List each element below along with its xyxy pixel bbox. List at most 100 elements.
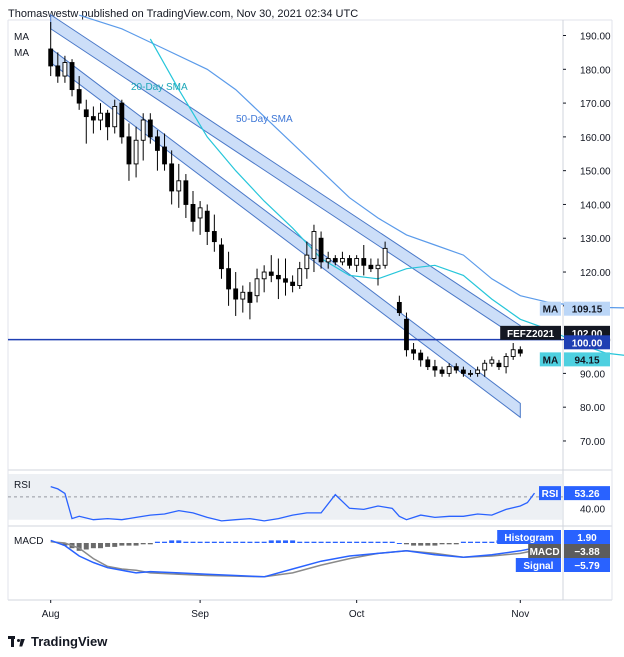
macd-tag-value: 1.90 <box>577 533 597 544</box>
macd-histogram-bar <box>418 543 424 546</box>
macd-title: MACD <box>14 536 43 547</box>
candle-body <box>169 163 175 192</box>
candle-body <box>204 210 210 232</box>
candle-body <box>240 291 246 300</box>
macd-histogram-bar <box>368 541 374 543</box>
price-tick-label: 150.00 <box>580 167 611 178</box>
candle-body <box>482 362 488 371</box>
candle-body <box>340 258 345 263</box>
candle-body <box>368 264 374 270</box>
brand-name: TradingView <box>31 634 108 649</box>
macd-histogram-bar <box>297 541 303 543</box>
annotation-20-day-sma: 20-Day SMA <box>131 82 188 93</box>
tradingview-logo-icon <box>8 635 26 648</box>
price-tick-label: 140.00 <box>580 200 611 211</box>
candle-body <box>411 349 416 354</box>
price-tick-label: 80.00 <box>580 403 605 414</box>
price-tick-label: 120.00 <box>580 268 611 279</box>
candle-body <box>211 231 217 243</box>
price-tag-name-box <box>500 325 561 340</box>
candle-body <box>147 119 153 138</box>
macd-histogram-bar <box>154 541 160 543</box>
macd-histogram-bar <box>375 541 381 543</box>
time-tick-label: Nov <box>511 609 529 620</box>
candle-body <box>382 247 388 266</box>
candle-body <box>475 369 481 374</box>
macd-histogram-bar <box>98 543 103 549</box>
macd-histogram-bar <box>162 541 168 543</box>
price-tag-value: 102.00 <box>572 329 603 340</box>
macd-histogram-bar <box>332 541 338 543</box>
price-tag-name: MA <box>543 355 559 366</box>
macd-tag-name: Histogram <box>504 533 554 544</box>
macd-histogram-bar <box>105 543 111 547</box>
price-tick-label: 160.00 <box>580 133 611 144</box>
macd-histogram-bar <box>389 541 395 543</box>
candle-body <box>325 258 331 263</box>
annotation-50-day-sma: 50-Day SMA <box>236 114 293 125</box>
macd-histogram-bar <box>261 541 267 543</box>
macd-histogram-bar <box>218 541 224 543</box>
publisher-line: Thomaswestw published on TradingView.com… <box>8 8 359 20</box>
candle-body <box>354 258 360 266</box>
legend-ma-1: MA <box>14 32 29 43</box>
candle-body <box>517 349 523 354</box>
macd-tag-name: MACD <box>530 547 560 558</box>
macd-histogram-bar <box>361 541 367 543</box>
macd-tag-value: −5.79 <box>574 561 600 572</box>
rsi-tick-label: 40.00 <box>580 504 605 515</box>
candle-body <box>119 102 125 138</box>
macd-histogram-bar <box>197 541 203 543</box>
candle-body <box>261 271 267 280</box>
candle-body <box>69 62 75 91</box>
candle-body <box>48 48 54 67</box>
candle-body <box>126 136 132 165</box>
macd-histogram-bar <box>403 543 409 545</box>
rsi-title: RSI <box>14 480 31 491</box>
rsi-name-box <box>539 486 561 501</box>
candle-body <box>275 274 281 280</box>
macd-histogram-bar <box>304 541 310 543</box>
price-tag-value: 100.00 <box>572 338 603 349</box>
price-tick-label: 190.00 <box>580 32 611 43</box>
macd-name-box <box>497 530 561 544</box>
legend-ma-2: MA <box>14 48 29 59</box>
candle-body <box>332 258 338 263</box>
macd-histogram-bar <box>83 543 89 550</box>
macd-histogram-bar <box>325 541 331 543</box>
macd-histogram-bar <box>354 541 360 543</box>
time-tick-label: Aug <box>42 609 60 620</box>
macd-histogram-bar <box>76 543 82 551</box>
macd-histogram-bar <box>268 540 274 543</box>
price-tick-label: 130.00 <box>580 234 611 245</box>
price-tag-name: FEFZ2021 <box>507 329 555 340</box>
candle-body <box>297 268 303 286</box>
candle-body <box>446 366 452 374</box>
candle-body <box>489 359 495 364</box>
candle-body <box>197 207 203 219</box>
price-tag-value-box <box>564 352 610 367</box>
price-tag-value: 94.15 <box>574 355 599 366</box>
signal-line <box>50 540 535 578</box>
macd-histogram-bar <box>169 540 175 543</box>
macd-histogram-bar <box>432 543 438 546</box>
time-tick-label: Oct <box>349 609 365 620</box>
macd-line <box>50 539 535 578</box>
candle-body <box>503 356 509 368</box>
price-tag-value-box <box>564 301 610 316</box>
macd-histogram-bar <box>226 541 232 543</box>
macd-histogram-bar <box>112 543 118 547</box>
macd-histogram-bar <box>460 541 466 543</box>
candle-body <box>304 254 310 270</box>
macd-histogram-bar <box>339 541 345 543</box>
macd-histogram-bar <box>489 541 495 543</box>
candle-body <box>375 264 381 270</box>
rsi-line <box>50 485 536 522</box>
candle-body <box>290 281 296 286</box>
tradingview-brand[interactable]: TradingView <box>8 634 107 649</box>
time-tick-label: Sep <box>191 609 209 620</box>
candle-body <box>190 204 196 222</box>
candle-body <box>347 258 352 266</box>
macd-value-box <box>564 530 610 544</box>
